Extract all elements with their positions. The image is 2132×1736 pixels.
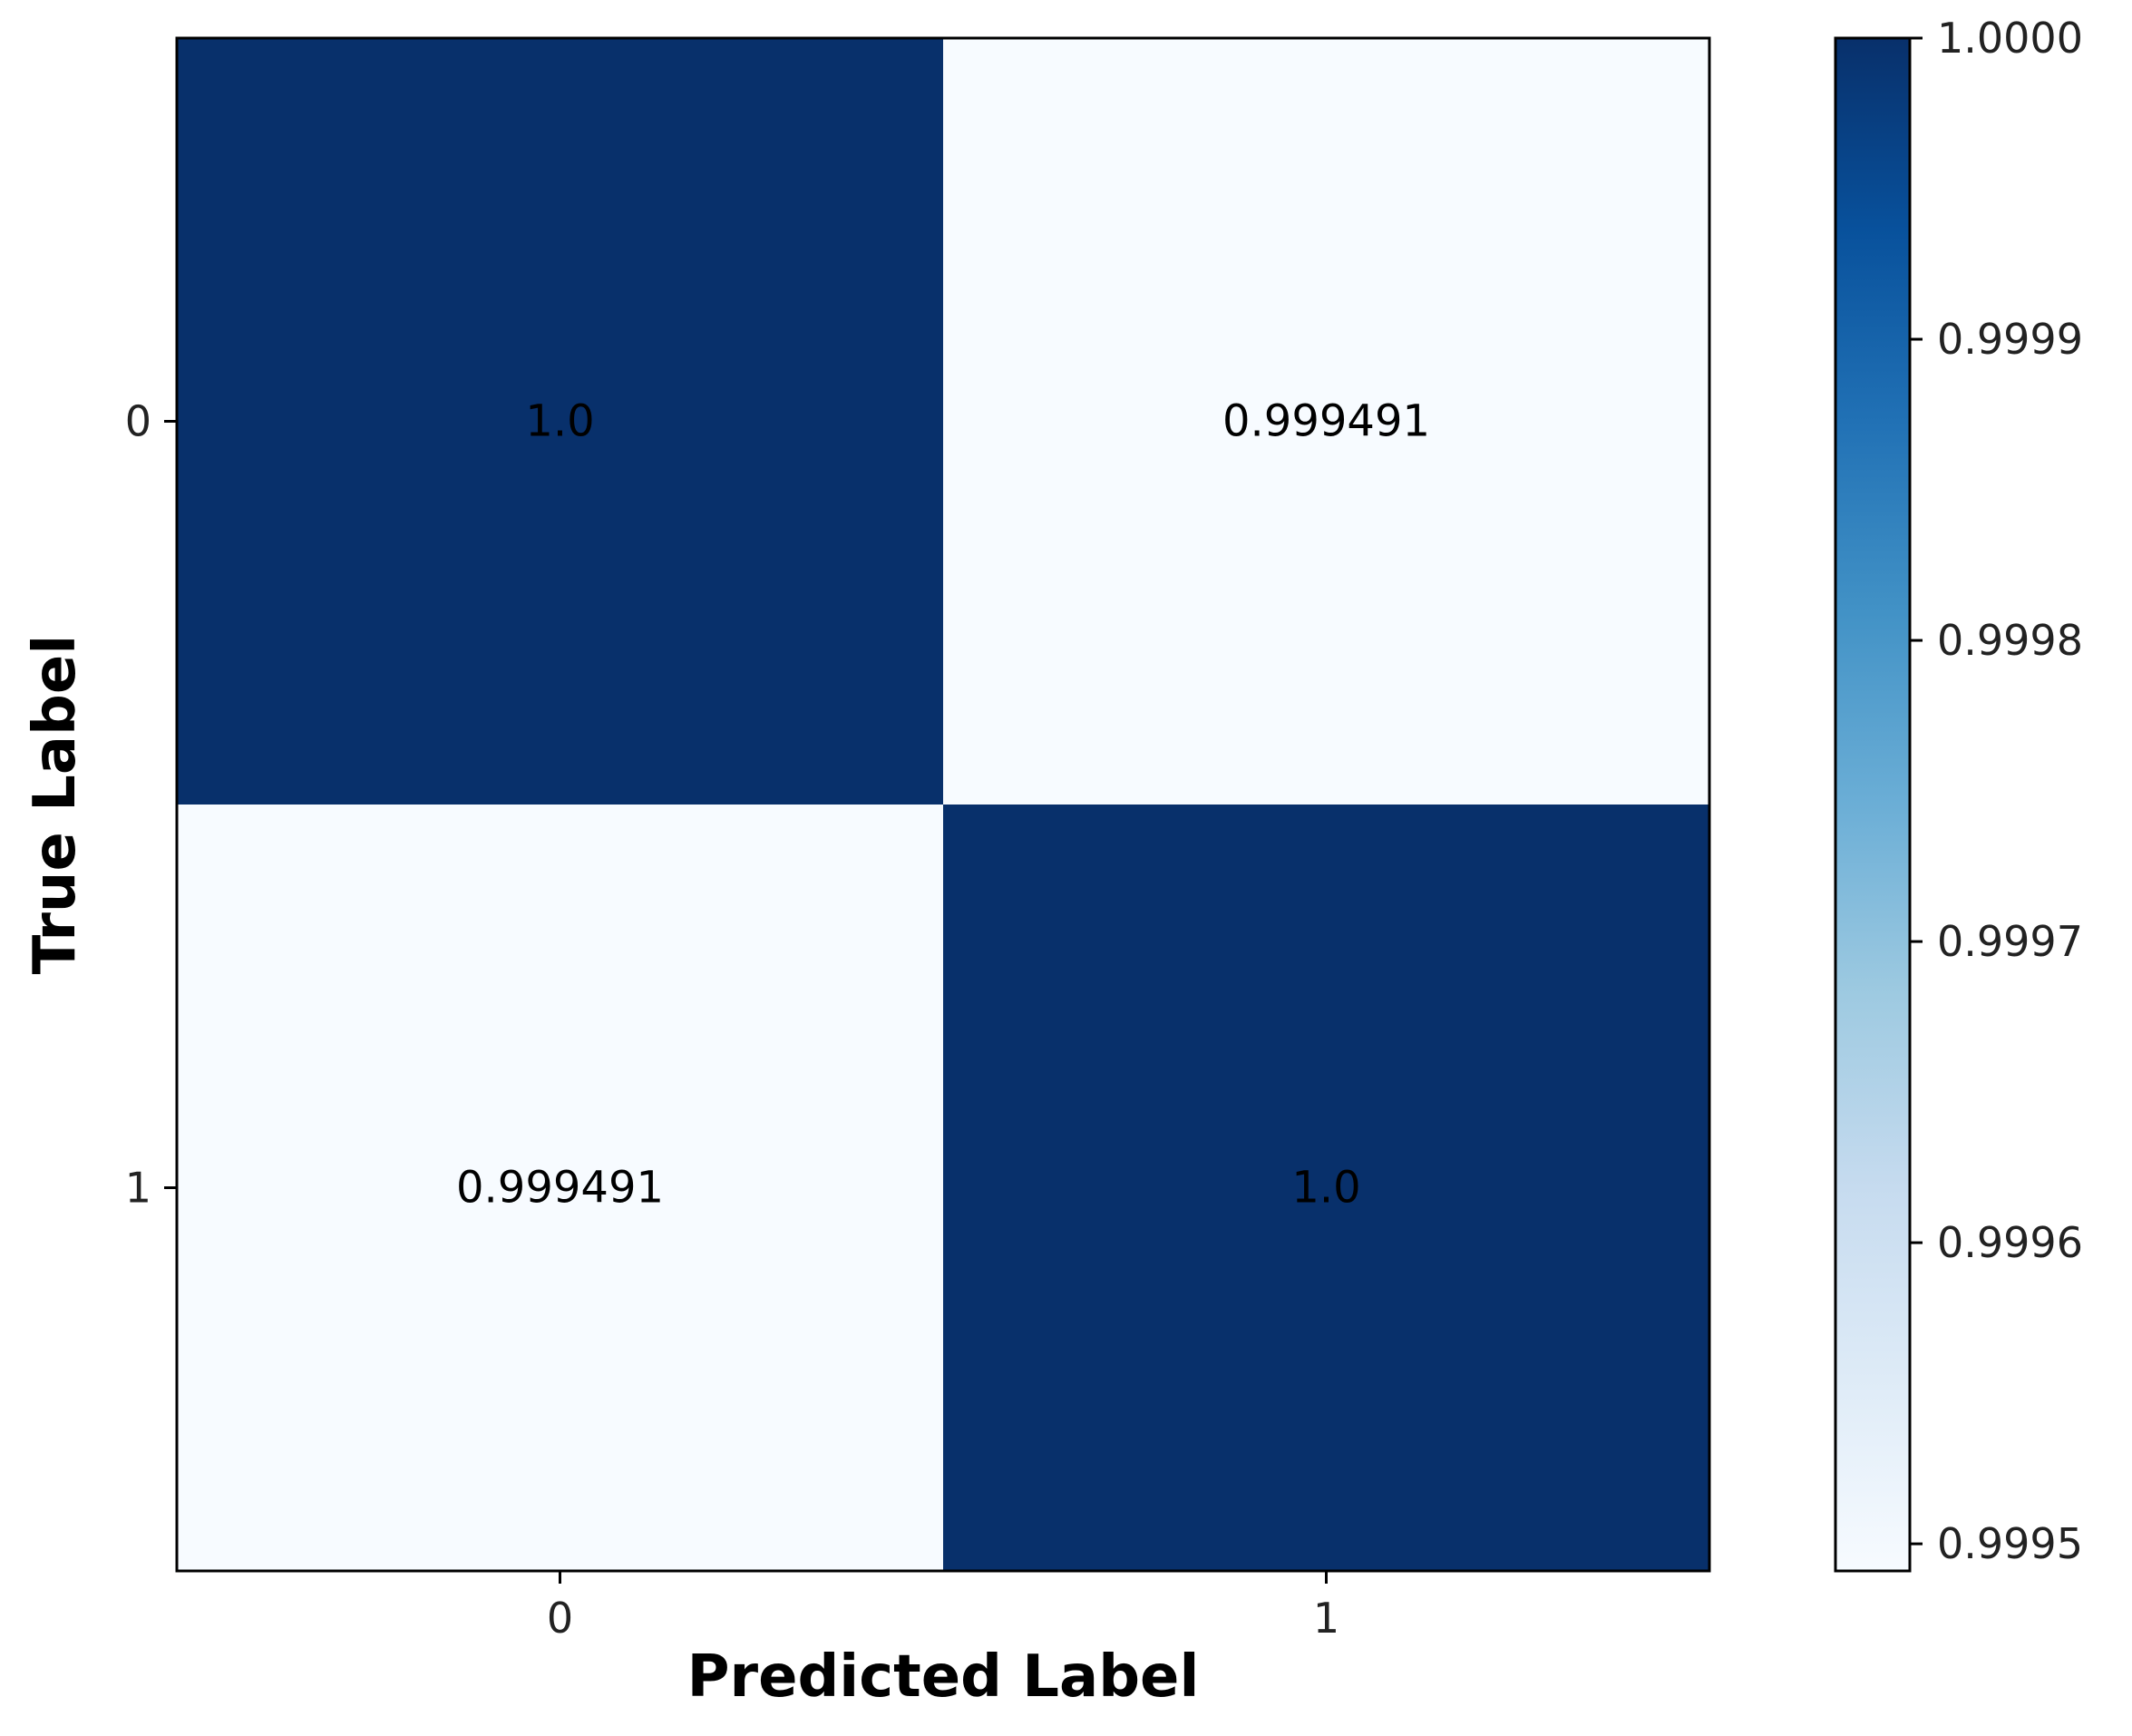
heatmap-cell-r0-c1 [943, 38, 1709, 805]
colorbar-tick-label-2: 0.9998 [1937, 616, 2083, 665]
colorbar-gradient [1834, 36, 1912, 1573]
colorbar: 1.0000 0.9999 0.9998 0.9997 0.9996 0.9995 [1834, 14, 2083, 1573]
plot-frame [175, 36, 1711, 1573]
y-axis-ticks: 01 [125, 397, 177, 1213]
x-axis-label: Predicted Label [687, 1643, 1200, 1711]
x-tick-label-0: 0 [547, 1594, 573, 1643]
y-tick-label-1: 1 [125, 1164, 151, 1213]
cell-value-r0-c1: 0.999491 [1222, 396, 1430, 447]
heatmap-cell-r0-c0 [177, 38, 943, 805]
y-tick-label-0: 0 [125, 397, 151, 446]
y-axis-label: True Label [22, 635, 89, 975]
x-tick-label-1: 1 [1313, 1594, 1339, 1643]
colorbar-tick-label-5: 0.9995 [1937, 1519, 2083, 1568]
colorbar-tick-label-1: 0.9999 [1937, 315, 2083, 364]
heatmap-cells: 1.0 0.999491 0.999491 1.0 [177, 38, 1709, 1571]
cell-value-r0-c0: 1.0 [525, 396, 594, 447]
colorbar-ticks: 1.0000 0.9999 0.9998 0.9997 0.9996 0.9995 [1910, 14, 2083, 1568]
colorbar-tick-label-3: 0.9997 [1937, 917, 2083, 966]
colorbar-tick-label-4: 0.9996 [1937, 1218, 2083, 1267]
heatmap-cell-r1-c1 [943, 805, 1709, 1571]
heatmap-cell-r1-c0 [177, 805, 943, 1571]
cell-value-r1-c1: 1.0 [1291, 1163, 1360, 1214]
cell-value-r1-c0: 0.999491 [456, 1163, 664, 1214]
colorbar-tick-label-0: 1.0000 [1937, 14, 2083, 63]
